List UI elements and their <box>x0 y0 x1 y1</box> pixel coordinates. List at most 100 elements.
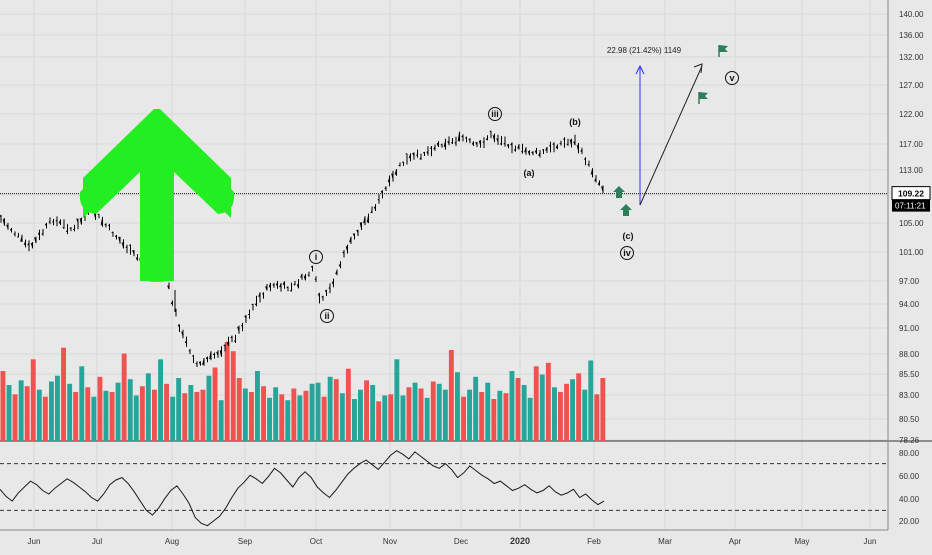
volume-bar <box>394 359 399 441</box>
price-bar-tick <box>423 153 424 154</box>
volume-bar <box>594 394 599 441</box>
time-axis-label: Jun <box>28 537 41 546</box>
volume-bar <box>534 366 539 441</box>
volume-bar <box>140 386 145 441</box>
volume-bar <box>310 384 315 441</box>
time-axis-label: Jun <box>864 537 877 546</box>
price-scale-label: 91.00 <box>899 324 920 333</box>
price-scale-label: 105.00 <box>899 219 924 228</box>
price-bar-tick <box>224 345 225 346</box>
volume-bar <box>588 361 593 442</box>
volume-bar <box>91 397 96 441</box>
price-bar-tick <box>553 144 554 145</box>
wave-label: i <box>315 252 318 262</box>
volume-bar <box>449 350 454 441</box>
rsi-panel: 80.00 60.00 40.00 20.00 <box>0 449 920 526</box>
rsi-line <box>0 451 604 526</box>
price-bar-tick <box>126 247 127 248</box>
price-scale-label: 97.00 <box>899 277 920 286</box>
volume-bar <box>19 380 24 441</box>
volume-bar <box>334 379 339 441</box>
volume-bar <box>297 396 302 442</box>
volume-bar <box>467 390 472 441</box>
price-bar-tick <box>294 284 295 285</box>
price-scale-label: 85.50 <box>899 370 920 379</box>
volume-bar <box>98 377 103 441</box>
volume-bar <box>116 383 121 441</box>
volume-bar <box>255 371 260 441</box>
price-scale-label: 88.00 <box>899 350 920 359</box>
volume-bar <box>122 354 127 442</box>
volume-bar <box>419 389 424 442</box>
volume-bar <box>237 378 242 441</box>
price-bar-tick <box>290 290 291 291</box>
time-axis-label: Sep <box>238 537 253 546</box>
time-axis-label: Apr <box>729 537 742 546</box>
price-scale-label: 78.26 <box>899 436 920 445</box>
volume-bar <box>413 383 418 441</box>
volume-bar <box>182 393 187 441</box>
volume-bar <box>316 383 321 441</box>
volume-bar <box>564 384 569 441</box>
flag-icon <box>699 92 708 99</box>
rsi-scale-label: 20.00 <box>899 517 920 526</box>
volume-bar <box>376 401 381 441</box>
volume-bar <box>370 385 375 441</box>
volume-bar <box>455 372 460 441</box>
wave-label: iii <box>491 109 499 119</box>
rsi-scale-label: 80.00 <box>899 449 920 458</box>
volume-bar <box>152 390 157 441</box>
volume-bar <box>558 392 563 441</box>
price-scale-label: 127.00 <box>899 81 924 90</box>
volume-bar <box>322 397 327 441</box>
price-scale-label: 101.00 <box>899 248 924 257</box>
volume-bar <box>388 394 393 441</box>
price-scale-label: 136.00 <box>899 31 924 40</box>
volume-bar <box>273 387 278 441</box>
volume-bar <box>104 391 109 441</box>
flag-icon <box>719 45 728 52</box>
volume-bar <box>37 390 42 441</box>
volume-bar <box>485 383 490 441</box>
volume-bar <box>528 398 533 441</box>
volume-bar <box>85 387 90 441</box>
price-bar-tick <box>112 232 113 233</box>
time-axis-label: Nov <box>383 537 397 546</box>
volume-bar <box>352 399 357 441</box>
current-price-label: 109.22 <box>898 189 924 199</box>
rsi-scale-label: 40.00 <box>899 495 920 504</box>
volume-bar <box>170 397 175 441</box>
volume-bar <box>479 392 484 441</box>
volume-bar <box>67 384 72 441</box>
volume-bar <box>443 390 448 441</box>
price-bar-tick <box>329 288 330 289</box>
volume-bar <box>110 392 115 441</box>
price-bar-tick <box>234 341 235 342</box>
volume-bar <box>25 386 30 441</box>
price-scale-label: 132.00 <box>899 53 924 62</box>
volume-bar <box>201 390 206 441</box>
volume-bar <box>231 351 236 441</box>
volume-bar <box>31 359 36 441</box>
price-bar-tick <box>42 233 43 234</box>
price-scale-label: 140.00 <box>899 10 924 19</box>
price-scale-label: 122.00 <box>899 110 924 119</box>
countdown-label: 07:11:21 <box>895 202 926 211</box>
price-bar-tick <box>196 364 197 365</box>
price-bars <box>0 131 603 367</box>
volume-bar <box>49 382 54 442</box>
wave-label: (a) <box>524 168 535 178</box>
wave-label: v <box>729 73 734 83</box>
volume-bar <box>1 371 6 441</box>
rsi-scale-label: 60.00 <box>899 472 920 481</box>
volume-bar <box>576 373 581 441</box>
volume-bar <box>285 400 290 441</box>
price-scale-label: 117.00 <box>899 140 923 149</box>
time-axis-label: Jul <box>92 537 102 546</box>
time-axis-label: May <box>794 537 809 546</box>
big-up-arrow-shape <box>80 112 234 282</box>
price-bar-tick <box>430 148 431 149</box>
price-scale-label: 80.50 <box>899 415 920 424</box>
volume-bar <box>497 391 502 441</box>
